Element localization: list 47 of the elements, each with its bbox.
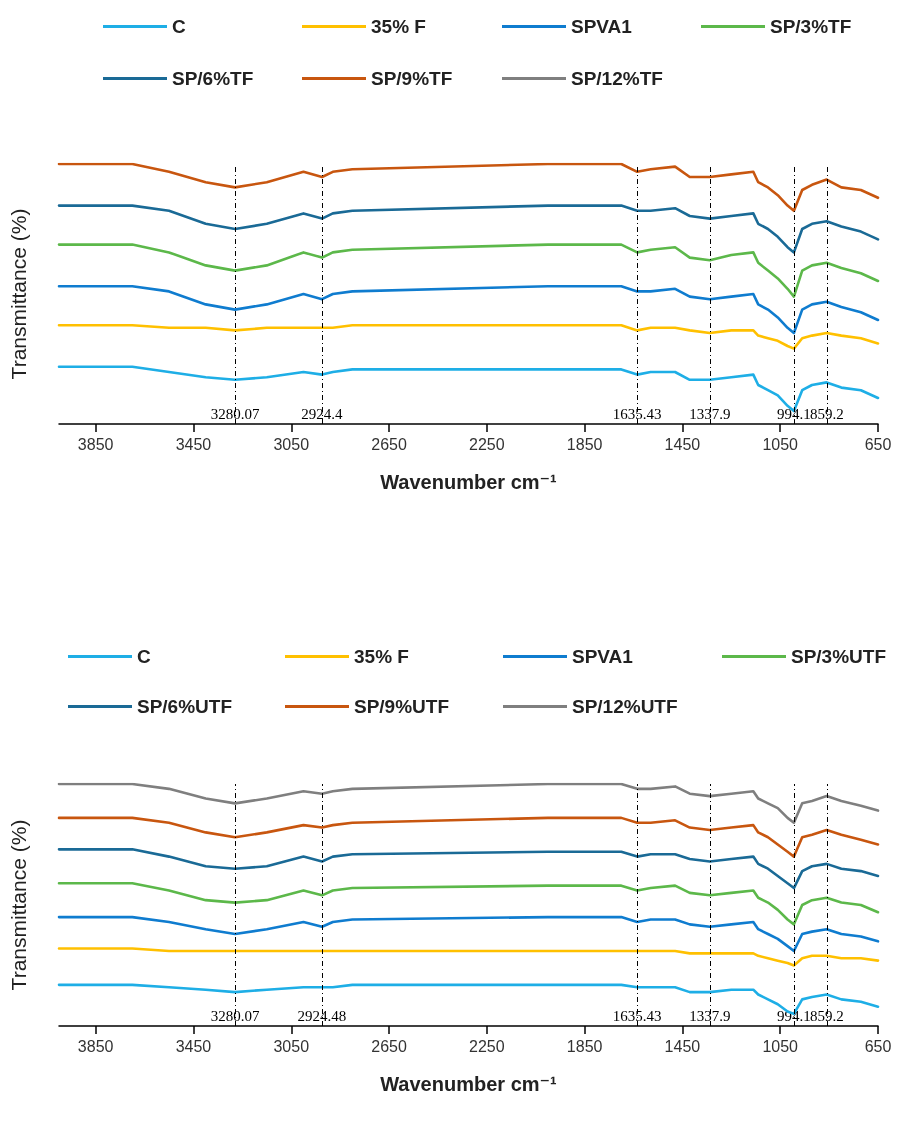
legend-label: 35% F (354, 646, 409, 667)
x-tick-label: 1050 (762, 435, 799, 453)
legend-label: 35% F (371, 16, 426, 37)
ref-line-label: 3280.07 (210, 405, 260, 422)
legend-label: SP/3%UTF (791, 646, 887, 667)
legend-label: SPVA1 (572, 646, 634, 667)
ref-line-label: 3280.07 (210, 1007, 260, 1024)
x-tick-label: 3850 (77, 435, 114, 453)
x-tick-label: 1050 (762, 1037, 799, 1055)
ref-line-label: 1635.43 (612, 1007, 662, 1024)
x-tick-label: 3050 (273, 1037, 310, 1055)
ref-line-label: 2924.4 (301, 405, 344, 422)
ref-line-label: 2924.48 (297, 1007, 347, 1024)
ref-line-label: 859.2 (809, 1007, 844, 1024)
legend-label: C (137, 646, 151, 667)
x-tick-label: 650 (864, 435, 892, 453)
x-tick-label: 2250 (469, 1037, 505, 1055)
x-tick-label: 1450 (664, 1037, 701, 1055)
x-tick-label: 2650 (371, 1037, 407, 1055)
x-tick-label: 3050 (273, 435, 310, 453)
x-tick-label: 3850 (77, 1037, 114, 1055)
x-tick-label: 1850 (566, 1037, 603, 1055)
legend-label: SP/6%TF (172, 68, 254, 89)
legend-label: SP/12%UTF (572, 696, 678, 717)
x-tick-label: 650 (864, 1037, 892, 1055)
x-tick-label: 3450 (175, 1037, 212, 1055)
ref-line-label: 1337.9 (689, 1007, 731, 1024)
y-axis-title: Transmittance (%) (7, 208, 30, 380)
x-tick-label: 3450 (175, 435, 212, 453)
x-tick-label: 1850 (566, 435, 603, 453)
x-tick-label: 2250 (469, 435, 505, 453)
ref-line-label: 1635.43 (612, 405, 662, 422)
y-axis-title: Transmittance (%) (7, 819, 30, 991)
ref-line-label: 859.2 (809, 405, 844, 422)
legend-label: SP/9%UTF (354, 696, 450, 717)
ref-line-label: 994.1 (777, 405, 811, 422)
legend-label: SP/9%TF (371, 68, 453, 89)
legend-label: SP/3%TF (770, 16, 852, 37)
ref-line-label: 1337.9 (689, 405, 731, 422)
legend-label: SP/6%UTF (137, 696, 233, 717)
legend-label: C (172, 16, 186, 37)
legend-label: SP/12%TF (571, 68, 663, 89)
x-axis-title: Wavenumber cm⁻¹ (380, 1073, 558, 1095)
x-tick-label: 2650 (371, 435, 407, 453)
x-tick-label: 1450 (664, 435, 701, 453)
x-axis-title: Wavenumber cm⁻¹ (380, 471, 558, 493)
legend-label: SPVA1 (571, 16, 633, 37)
